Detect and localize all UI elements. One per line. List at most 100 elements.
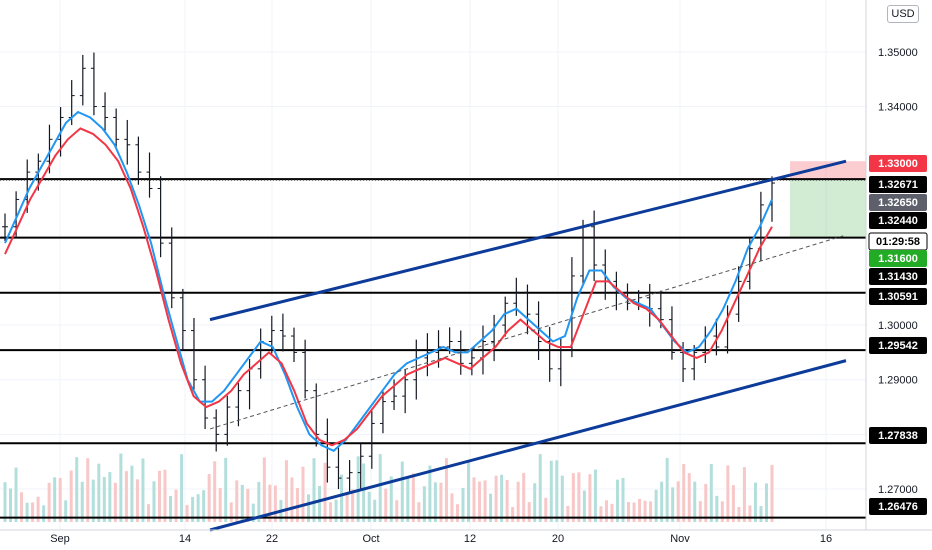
volume-bar	[665, 458, 669, 522]
volume-bar	[290, 477, 294, 522]
currency-label[interactable]: USD	[887, 5, 919, 23]
volume-bar	[615, 479, 619, 522]
volume-bar	[323, 462, 327, 522]
volume-bar	[97, 463, 101, 522]
price-tag-box	[869, 427, 927, 444]
x-tick-label: Oct	[362, 533, 379, 545]
price-tag-label: 1.31430	[878, 271, 918, 283]
volume-bar	[64, 500, 68, 522]
volume-bar	[516, 481, 520, 522]
time-axis-ticks: Sep 14 22 Oct 12 20 Nov 16	[50, 533, 832, 545]
volume-bar	[511, 506, 515, 522]
trend-channel	[209, 159, 847, 532]
volume-bar	[185, 505, 189, 522]
volume-bar	[632, 502, 636, 522]
volume-bar	[135, 479, 139, 522]
y-tick-label: 1.30000	[878, 320, 918, 332]
volume-bar	[334, 499, 338, 522]
volume-bar	[494, 475, 498, 522]
price-tag-label: 1.30591	[878, 291, 918, 303]
volume-bar	[505, 479, 509, 522]
volume-bar	[527, 502, 531, 522]
volume-bar	[759, 506, 763, 522]
volume-bar	[384, 488, 388, 522]
volume-bar	[764, 483, 768, 522]
volume-bar	[417, 502, 421, 522]
x-tick-label: 12	[464, 533, 476, 545]
volume-bar	[483, 480, 487, 522]
volume-bar	[748, 505, 752, 522]
volume-bar	[544, 497, 548, 522]
volume-bar	[180, 454, 184, 522]
price-tag-label: 1.32440	[878, 215, 918, 227]
volume-bar	[682, 464, 686, 522]
volume-bar	[649, 501, 653, 522]
volume-bar	[207, 474, 211, 522]
volume-bar	[671, 487, 675, 522]
price-tag-box	[869, 268, 927, 285]
volume-bar	[318, 485, 322, 522]
volume-bar	[102, 477, 106, 522]
volume-bar	[638, 498, 642, 522]
volume-bar	[693, 481, 697, 522]
volume-bar	[720, 501, 724, 522]
volume-bar	[108, 472, 112, 522]
volume-bar	[422, 486, 426, 522]
volume-bar	[444, 458, 448, 522]
volume-bar	[571, 473, 575, 522]
volume-bar	[428, 465, 432, 522]
volume-bar	[251, 503, 255, 522]
volume-bar	[47, 482, 51, 522]
volume-bar	[604, 500, 608, 522]
volume-bar	[158, 470, 162, 522]
volume-bar	[643, 500, 647, 522]
volume-bar	[726, 465, 730, 522]
volume-bar	[169, 495, 173, 522]
volume-bar	[273, 485, 277, 522]
volume-bar	[455, 504, 459, 522]
ema-slow-line	[4, 127, 773, 447]
volume-bar	[124, 471, 128, 522]
volume-bar	[146, 504, 150, 522]
volume-bar	[582, 490, 586, 522]
volume-bar	[257, 481, 261, 522]
channel-lower-line	[209, 359, 847, 532]
price-tag-box	[869, 155, 927, 172]
volume-bar	[130, 465, 134, 522]
price-tag-box	[869, 176, 927, 193]
horizontal-levels	[0, 178, 866, 519]
volume-bar	[411, 473, 415, 522]
x-tick-label: 16	[820, 533, 832, 545]
volume-bar	[312, 458, 316, 522]
volume-bar	[224, 457, 228, 522]
volume-bar	[522, 472, 526, 522]
volume-bar	[489, 493, 493, 522]
volume-bar	[770, 464, 774, 522]
volume-bar	[555, 460, 559, 522]
volume-bar	[566, 505, 570, 522]
volume-bar	[742, 467, 746, 522]
volume-bar	[113, 482, 117, 522]
price-axis-ticks: 1.350001.340001.300001.290001.280001.270…	[878, 47, 918, 496]
x-tick-label: 14	[179, 533, 191, 545]
channel-mid-line	[209, 234, 847, 430]
price-tag-box	[869, 194, 927, 211]
volume-bar	[141, 458, 145, 522]
price-tag-label: 1.29542	[878, 340, 918, 352]
volume-bar	[467, 462, 471, 522]
volume-bar	[351, 489, 355, 522]
volume-bar	[36, 496, 40, 522]
volume-bar	[329, 502, 333, 522]
channel-upper-line	[209, 159, 847, 322]
price-tag-box	[869, 498, 927, 515]
volume-bar	[295, 488, 299, 522]
ema-fast-line	[4, 110, 773, 452]
volume-bar	[9, 488, 13, 522]
volume-bar	[218, 488, 222, 522]
volume-bar	[213, 461, 217, 522]
volume-bar	[53, 477, 57, 522]
volume-bar	[86, 458, 90, 522]
volume-bar	[362, 463, 366, 522]
volume-bar	[301, 466, 305, 522]
